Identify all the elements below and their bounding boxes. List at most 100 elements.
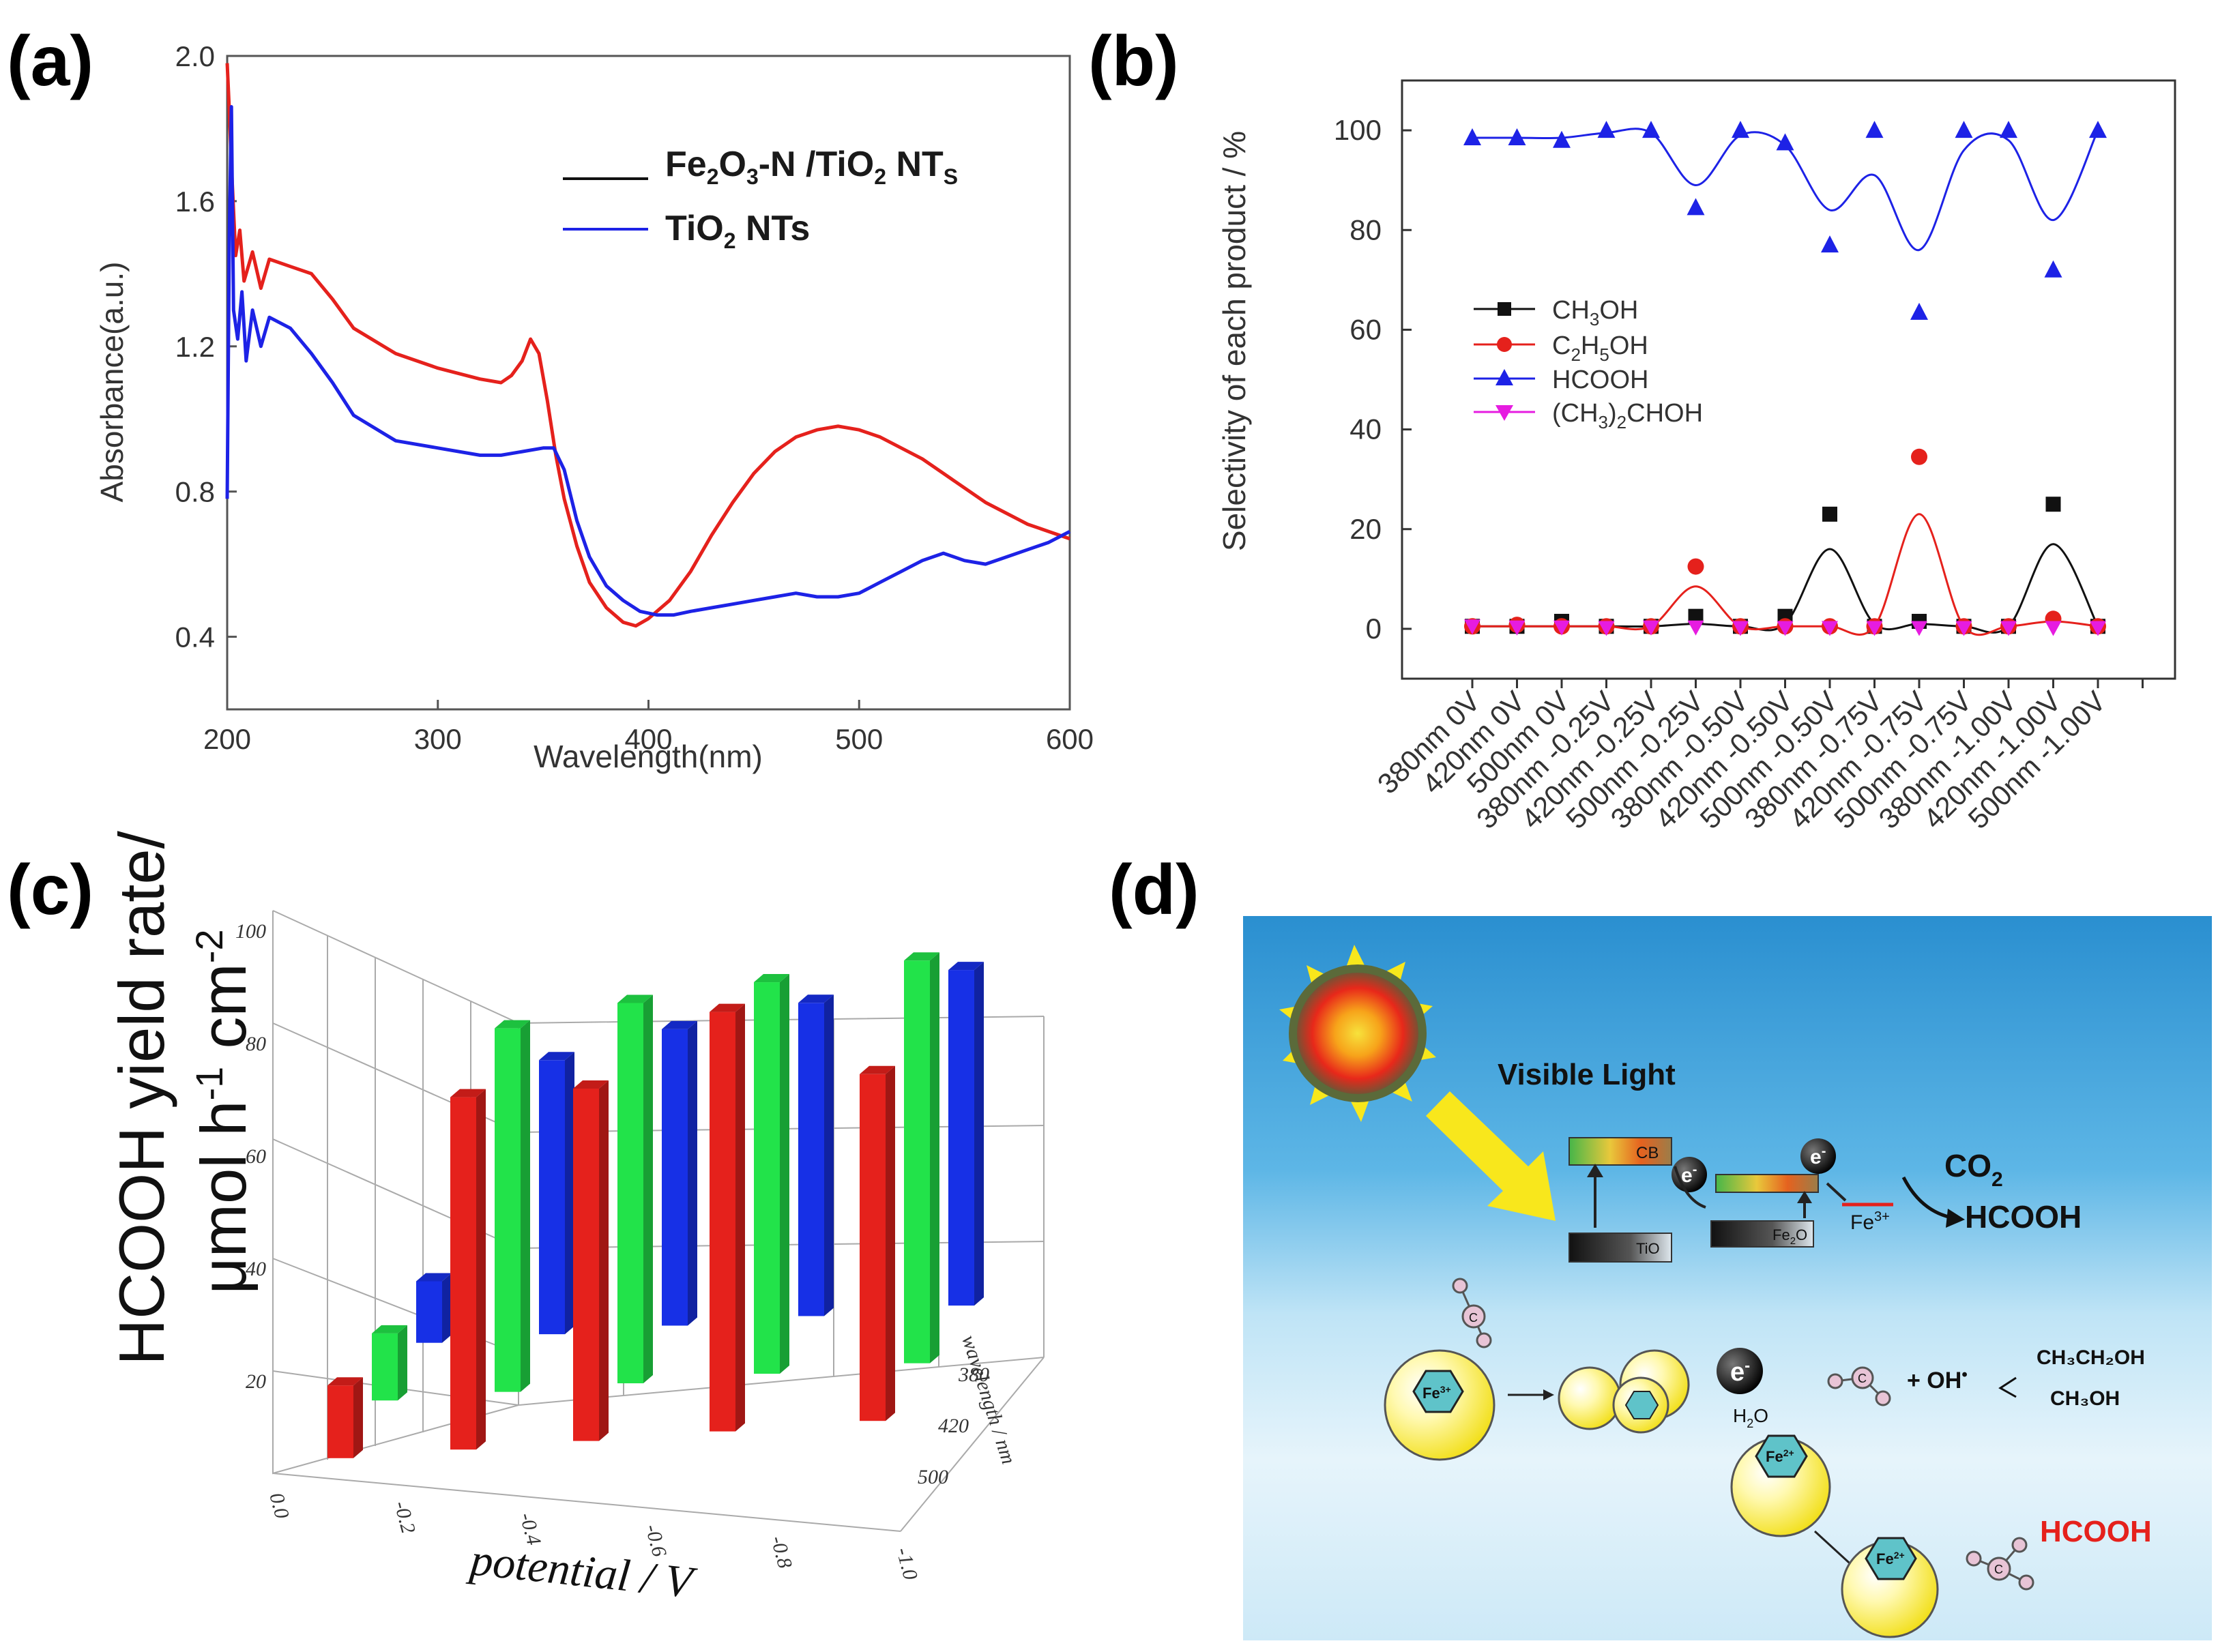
legend-b-c2h5oh: C2H5OH	[1474, 331, 1648, 365]
chart-b-legend: CH3OH C2H5OH HCOOH (CH3)2CHOH	[1474, 296, 1703, 432]
bar-380nm-1-front	[450, 1097, 476, 1450]
tio2-conduction-band	[1568, 1137, 1672, 1166]
chart-b-series	[1463, 121, 2107, 636]
y-tick-label: 20	[1349, 513, 1382, 545]
bar-380nm-3-side	[735, 1003, 745, 1432]
bar-380nm-2-front	[573, 1089, 599, 1441]
bar-500nm-2-side	[688, 1020, 697, 1326]
x-tick-label: 500	[835, 723, 883, 755]
chart-a-ticks: 200 300 400 500 600 0.4 0.8 1.2 1.6 2.0	[175, 40, 1094, 755]
chart-a-xlabel: Wavelength(nm)	[534, 739, 763, 774]
chart-b-ylabel: Selectivity of each product / %	[1216, 131, 1252, 551]
bar-420nm-1-top	[495, 1020, 530, 1029]
bar-500nm-2-front	[662, 1029, 688, 1326]
fit-curve-c2h5oh	[1472, 513, 2099, 636]
ethanol-label: CH₃CH₂OH	[2037, 1346, 2145, 1369]
hcooh-molecule-icon	[1966, 1537, 2034, 1591]
point-hcooh	[1553, 130, 1571, 148]
legend-a-label-tio2: TiO2 NTs	[665, 209, 810, 253]
point-ch32choh	[1553, 620, 1570, 636]
fe2-site-label-2: Fe2+	[1876, 1550, 1905, 1567]
panel-label-d: (d)	[1109, 851, 1199, 930]
bar-380nm-4-side	[886, 1065, 895, 1421]
point-ch32choh	[1643, 620, 1659, 636]
y-tick-label: 0.8	[175, 476, 215, 508]
panel-a: (a) Wavelength(nm) Absorbance(a.u.) 200 3…	[7, 22, 1094, 774]
bar-500nm-2-top	[662, 1020, 697, 1029]
bar-380nm-1-top	[450, 1089, 486, 1097]
bar-380nm-0	[327, 1377, 363, 1458]
bar-500nm-2	[662, 1020, 697, 1326]
bar-500nm-0-top	[416, 1273, 452, 1282]
bar-420nm-1-front	[495, 1028, 521, 1392]
x-tick-label: 600	[1046, 723, 1094, 755]
bar-500nm-1	[539, 1052, 574, 1335]
point-hcooh	[2000, 121, 2017, 138]
point-ch32choh	[1732, 621, 1749, 636]
bar-500nm-1-side	[565, 1052, 574, 1335]
point-c2h5oh	[1911, 448, 1927, 465]
chart-b-frame	[1401, 79, 2176, 680]
bar-380nm-4-top	[860, 1065, 895, 1074]
panel-label-b: (b)	[1088, 22, 1179, 101]
bar-380nm-1	[450, 1089, 486, 1450]
panel-label-c: (c)	[7, 851, 93, 930]
svg-text:C2H5OH: C2H5OH	[1552, 331, 1648, 365]
chart-a-ylabel: Absorbance(a.u.)	[94, 262, 130, 503]
bar-500nm-4-side	[974, 962, 984, 1306]
bar-380nm-3	[710, 1003, 745, 1432]
bar-420nm-0-side	[398, 1325, 407, 1401]
h2o-label: H2O	[1733, 1405, 1768, 1430]
co2-molecule-icon	[1827, 1366, 1891, 1406]
point-ch32choh	[1822, 621, 1838, 636]
series-line-tio2	[225, 105, 1071, 617]
fe-site-icon	[1412, 1370, 1464, 1413]
svg-text:(CH3)2CHOH: (CH3)2CHOH	[1552, 399, 1703, 432]
bar-420nm-3-top	[754, 974, 789, 983]
point-hcooh	[2044, 260, 2062, 278]
legend-b-hcooh: HCOOH	[1474, 366, 1648, 394]
bar-500nm-3-front	[798, 1003, 824, 1316]
z-tick-label: 100	[235, 920, 266, 943]
fe2o3-conduction-band	[1715, 1174, 1819, 1193]
carbon-label-1: C	[1469, 1311, 1478, 1325]
point-hcooh	[1955, 121, 1973, 138]
methanol-label: CH₃OH	[2050, 1387, 2120, 1410]
bar-380nm-0-side	[353, 1377, 363, 1458]
electron-icon	[1800, 1138, 1836, 1174]
point-ch32choh	[1508, 620, 1526, 636]
legend-b-ipa: (CH3)2CHOH	[1474, 399, 1703, 432]
chart-a-plot: Wavelength(nm) Absorbance(a.u.) 200 300 40…	[94, 40, 1094, 774]
svg-text:HCOOH: HCOOH	[1552, 366, 1648, 394]
bar-420nm-4-front	[904, 960, 930, 1363]
bar-500nm-4-front	[948, 970, 974, 1306]
y-tick-label: 80	[1349, 213, 1382, 246]
bar-420nm-3-front	[754, 982, 780, 1374]
oh-label: + OH•	[1907, 1366, 1968, 1393]
reduction-arrow	[1901, 1176, 1952, 1220]
point-ch3oh	[1688, 608, 1704, 624]
bar-500nm-1-top	[539, 1052, 574, 1061]
y-tick-label: 0	[1366, 613, 1382, 645]
x-tick-label: 200	[203, 723, 251, 755]
bar-420nm-4	[904, 952, 939, 1363]
bar-380nm-0-top	[327, 1377, 363, 1386]
bar-380nm-3-top	[710, 1003, 745, 1012]
point-ch32choh	[2000, 621, 2017, 636]
bar-500nm-0	[416, 1273, 452, 1343]
point-hcooh	[1508, 128, 1526, 146]
chart-c-title-line1: HCOOH yield rate/	[106, 830, 177, 1365]
bar-380nm-0-front	[327, 1385, 353, 1458]
point-hcooh	[1642, 121, 1660, 138]
wavelength-tick-label: 380	[958, 1363, 989, 1386]
bar-500nm-4-top	[948, 962, 984, 971]
panel-c: (c) HCOOH yield rate/ μmol h-1 cm-2	[7, 830, 1045, 1608]
point-hcooh	[1865, 121, 1884, 138]
wavelength-tick-label: 500	[918, 1466, 948, 1488]
bar-500nm-0-front	[416, 1281, 442, 1343]
z-tick-label: 40	[246, 1258, 266, 1280]
tio-label: TiO	[1636, 1240, 1660, 1257]
x-tick-label: -0.2	[390, 1499, 420, 1535]
point-hcooh	[1732, 121, 1749, 138]
